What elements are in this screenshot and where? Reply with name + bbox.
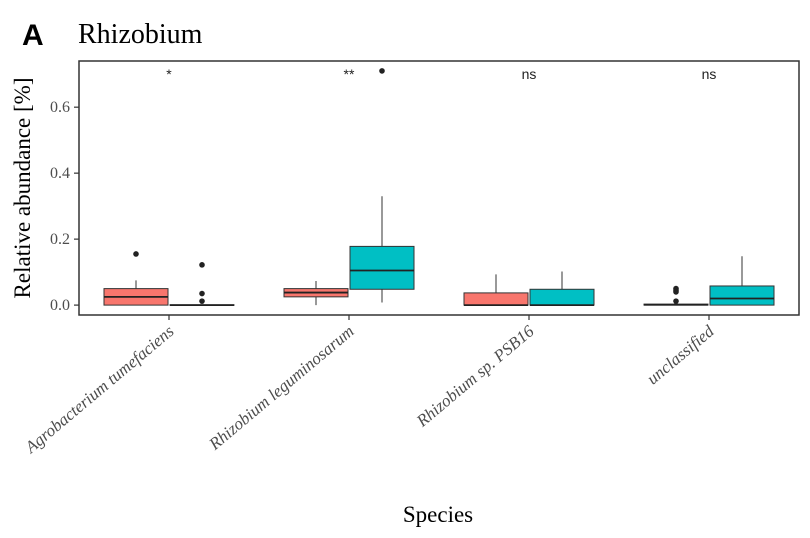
outlier-point (199, 298, 205, 304)
significance-label: * (166, 66, 172, 82)
y-axis: 0.0 0.2 0.4 0.6 (50, 99, 79, 314)
outlier-point (673, 298, 679, 304)
x-axis-title: Species (403, 502, 473, 527)
y-axis-title: Relative abundance [%] (10, 78, 35, 299)
box-group (463, 274, 529, 307)
boxes-layer (103, 68, 775, 307)
box-group (349, 68, 415, 303)
x-tick-label: Rhizobium leguminosarum (205, 322, 358, 455)
chart-title: Rhizobium (78, 19, 203, 50)
y-tick-label: 0.6 (50, 99, 70, 116)
box-group (529, 271, 595, 307)
y-tick-label: 0.2 (50, 231, 70, 248)
x-axis: Agrobacterium tumefaciens Rhizobium legum… (21, 315, 718, 457)
y-tick-label: 0.4 (50, 165, 70, 182)
significance-layer: * ** ns ns (166, 66, 716, 82)
box-group (709, 256, 775, 306)
box-group (103, 251, 169, 306)
plot-panel (78, 60, 800, 316)
outlier-point (133, 251, 139, 257)
x-tick-label: Rhizobium sp. PSB16 (412, 321, 538, 431)
box (349, 245, 415, 290)
box-group (283, 281, 349, 306)
outlier-point (199, 262, 205, 268)
significance-label: ns (702, 66, 717, 82)
box (529, 288, 595, 306)
x-tick-label: unclassified (643, 321, 718, 388)
box-group (169, 262, 235, 307)
box (709, 285, 775, 306)
y-tick-label: 0.0 (50, 297, 70, 314)
significance-label: ns (522, 66, 537, 82)
x-tick-label: Agrobacterium tumefaciens (21, 321, 178, 457)
box (463, 292, 529, 306)
outlier-point (379, 68, 385, 74)
significance-label: ** (344, 66, 355, 82)
outlier-point (199, 290, 205, 297)
box-group (643, 285, 709, 306)
panel-letter: A (22, 19, 44, 52)
outlier-point (673, 285, 679, 292)
